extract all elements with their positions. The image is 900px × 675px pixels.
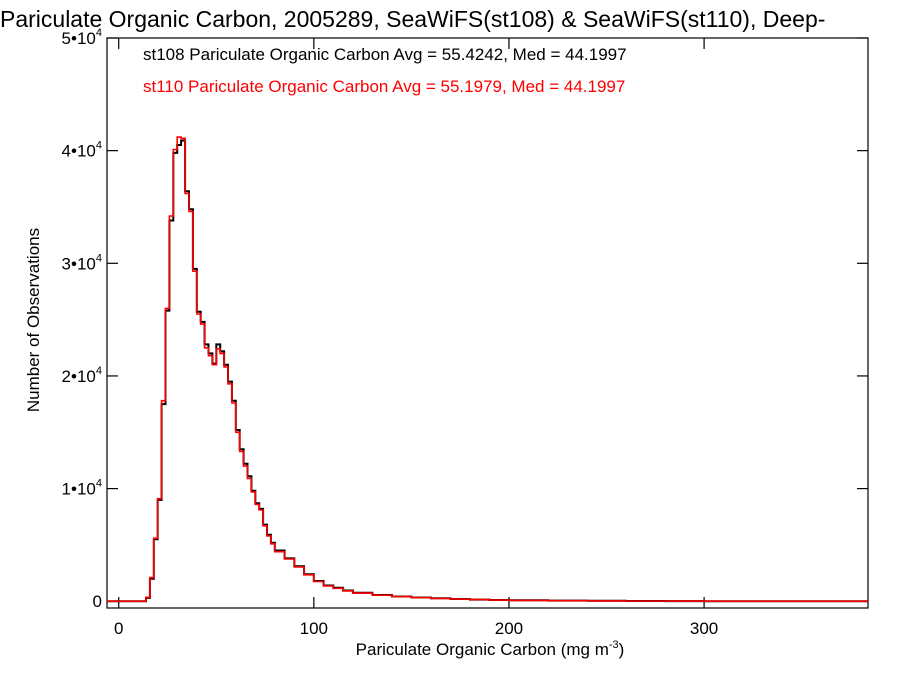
x-tick-label: 100 bbox=[300, 619, 328, 638]
stats-annotation-st110: st110 Pariculate Organic Carbon Avg = 55… bbox=[143, 77, 625, 96]
y-tick-label: 1•104 bbox=[62, 478, 102, 499]
x-tick-label: 0 bbox=[114, 619, 123, 638]
x-axis-ticks: 0 100 200 300 bbox=[114, 38, 718, 638]
x-axis-label-exponent: -3 bbox=[609, 639, 619, 651]
y-tick-label: 0 bbox=[93, 592, 102, 611]
chart-title: Pariculate Organic Carbon, 2005289, SeaW… bbox=[0, 6, 825, 32]
x-tick-label: 300 bbox=[690, 619, 718, 638]
y-tick-label: 5•104 bbox=[62, 27, 102, 48]
x-tick-label: 200 bbox=[495, 619, 523, 638]
x-axis-label-suffix: ) bbox=[619, 640, 625, 659]
y-tick-label: 2•104 bbox=[62, 365, 102, 386]
y-axis-ticks: 0 1•104 2•104 3•104 4•104 5•104 bbox=[62, 27, 868, 611]
plot-border bbox=[106, 37, 869, 609]
x-axis-label: Pariculate Organic Carbon (mg m-3) bbox=[356, 639, 625, 659]
stats-annotation-st108: st108 Pariculate Organic Carbon Avg = 55… bbox=[143, 45, 627, 64]
series-line-st108 bbox=[107, 139, 868, 603]
y-tick-label: 4•104 bbox=[62, 140, 102, 161]
x-axis-label-text: Pariculate Organic Carbon (mg m bbox=[356, 640, 609, 659]
y-tick-label: 3•104 bbox=[62, 252, 102, 273]
series-line-st110 bbox=[107, 136, 868, 602]
series-layer bbox=[107, 136, 868, 603]
plot-frame bbox=[106, 37, 869, 609]
y-axis-label: Number of Observations bbox=[24, 228, 43, 412]
